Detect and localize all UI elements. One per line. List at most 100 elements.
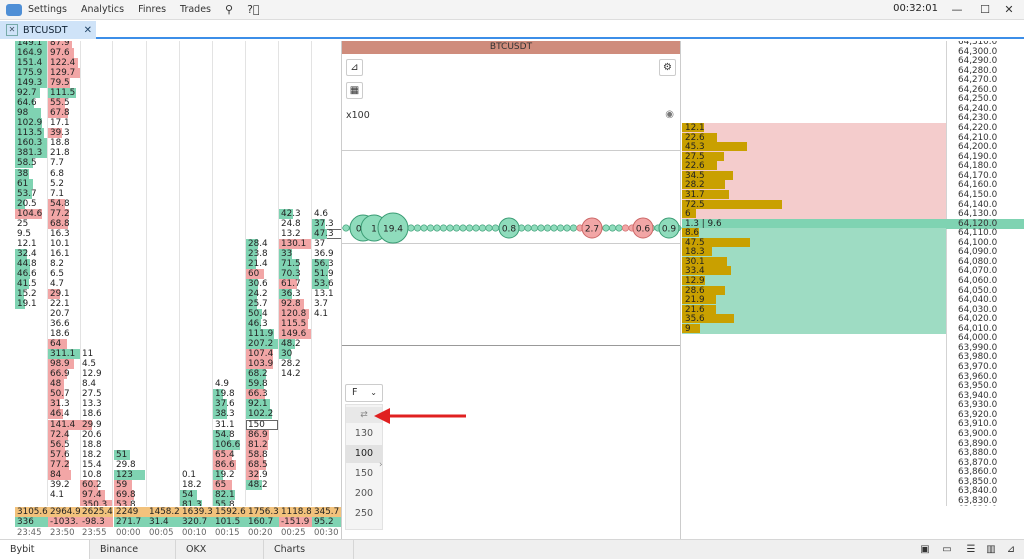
book-row[interactable]: 63,910.0 [682, 419, 1024, 429]
book-row[interactable]: 28.6 64,050.0 [682, 285, 1024, 296]
book-row[interactable]: 63,930.0 [682, 400, 1024, 410]
scale-select[interactable]: F ⌄ [345, 384, 383, 402]
book-row[interactable]: 64,260.0 [682, 85, 1024, 95]
pin-icon[interactable]: ⚲ [225, 3, 234, 16]
book-row[interactable]: 64,240.0 [682, 104, 1024, 114]
settings-gear-icon[interactable]: ⚙ [659, 59, 676, 76]
book-row[interactable]: 63,860.0 [682, 467, 1024, 477]
book-row[interactable]: 64,270.0 [682, 75, 1024, 85]
book-row[interactable]: 18.3 64,090.0 [682, 247, 1024, 258]
book-row[interactable]: 63,940.0 [682, 391, 1024, 401]
book-row[interactable]: 33.4 64,070.0 [682, 266, 1024, 277]
trade-dot [563, 224, 571, 232]
footprint-value: 20.5 [17, 198, 37, 209]
book-row[interactable]: 64,290.0 [682, 56, 1024, 66]
book-row[interactable]: 63,980.0 [682, 352, 1024, 362]
footprint-value: 68.2 [248, 369, 268, 380]
calculator-icon[interactable]: ▦ [346, 82, 363, 99]
book-row[interactable]: 8.6 64,110.0 [682, 228, 1024, 239]
book-row[interactable]: 9 64,010.0 [682, 323, 1024, 334]
scale-option[interactable]: 150 [354, 468, 374, 479]
book-row[interactable]: 31.7 64,150.0 [682, 189, 1024, 200]
footprint-cell: 68.8 [48, 218, 80, 229]
chart-tool-icon[interactable]: ⊿ [346, 59, 363, 76]
tab-btcusdt[interactable]: ✕ BTCUSDT ✕ [0, 21, 96, 39]
footprint-value: 20.6 [82, 429, 102, 440]
book-row[interactable]: 64,000.0 [682, 333, 1024, 343]
chevron-right-icon[interactable]: › [379, 460, 383, 470]
footprint-value: 7.7 [50, 158, 64, 169]
book-row[interactable]: 63,890.0 [682, 439, 1024, 449]
tab-close-icon[interactable]: ✕ [83, 24, 92, 36]
book-row[interactable]: 30.1 64,080.0 [682, 256, 1024, 267]
maximize-icon[interactable]: ☐ [980, 3, 990, 16]
eye-icon[interactable]: ◉ [665, 109, 674, 120]
book-row[interactable]: 63,920.0 [682, 410, 1024, 420]
chart-icon[interactable]: ⊿ [1006, 544, 1016, 555]
book-row[interactable]: 21.6 64,030.0 [682, 304, 1024, 315]
layout-icon[interactable]: ▥ [986, 544, 996, 555]
footprint-value: 7.1 [50, 188, 64, 199]
swap-icon[interactable]: ⇄ [346, 407, 382, 423]
footprint-value: 15.4 [82, 459, 102, 470]
book-row[interactable]: 28.2 64,160.0 [682, 180, 1024, 191]
menu-trades[interactable]: Trades [180, 4, 212, 15]
book-row[interactable]: 64,250.0 [682, 94, 1024, 104]
volume-bar [213, 469, 223, 480]
scale-option[interactable]: 200 [354, 488, 374, 499]
book-row[interactable]: 63,900.0 [682, 429, 1024, 439]
help-icon[interactable]: ?⃝ [247, 3, 260, 16]
menu-settings[interactable]: Settings [28, 4, 67, 15]
book-row[interactable]: 63,960.0 [682, 372, 1024, 382]
book-row[interactable]: 22.6 64,210.0 [682, 132, 1024, 143]
volume-bar [279, 258, 300, 269]
book-row[interactable]: 6 64,130.0 [682, 209, 1024, 220]
footprint-cell: 16.1 [48, 249, 80, 259]
book-row[interactable]: 63,820.0 [682, 505, 1024, 506]
book-row[interactable]: 22.6 64,180.0 [682, 161, 1024, 172]
book-row[interactable]: 63,830.0 [682, 496, 1024, 506]
footprint-value: 44.8 [17, 258, 37, 269]
footprint-value: 59.8 [248, 379, 268, 390]
screenshot-icon[interactable]: ▣ [920, 544, 930, 555]
book-row[interactable]: 63,840.0 [682, 486, 1024, 496]
tab-charts[interactable]: Charts [264, 540, 354, 559]
menu-analytics[interactable]: Analytics [80, 4, 125, 15]
book-row[interactable]: 63,990.0 [682, 343, 1024, 353]
book-row[interactable]: 63,970.0 [682, 362, 1024, 372]
volume-bar [246, 379, 264, 390]
menu-finres[interactable]: Finres [138, 4, 167, 15]
scale-option[interactable]: 250 [354, 508, 374, 519]
book-row[interactable]: 64,310.0 [682, 41, 1024, 47]
scale-option[interactable]: 100 [346, 445, 382, 463]
book-row[interactable]: 72.5 64,140.0 [682, 199, 1024, 210]
scale-option[interactable]: 130 [354, 428, 374, 439]
book-row[interactable]: 34.5 64,170.0 [682, 170, 1024, 181]
book-row[interactable]: 45.3 64,200.0 [682, 142, 1024, 153]
tab-okx[interactable]: OKX [176, 540, 264, 559]
book-row[interactable]: 47.5 64,100.0 [682, 237, 1024, 248]
tab-binance[interactable]: Binance [90, 540, 176, 559]
book-row[interactable]: 27.5 64,190.0 [682, 151, 1024, 162]
list-icon[interactable]: ☰ [966, 544, 976, 555]
book-row[interactable]: 1.3 | 9.6 64,120.0 [682, 218, 1024, 229]
book-row[interactable]: 63,880.0 [682, 448, 1024, 458]
book-row[interactable]: 64,300.0 [682, 47, 1024, 57]
footprint-value: 48.2 [248, 479, 268, 490]
tab-bybit[interactable]: Bybit [0, 540, 90, 559]
book-row[interactable]: 64,280.0 [682, 66, 1024, 76]
footprint-value: 141.4 [50, 419, 76, 430]
book-row[interactable]: 63,950.0 [682, 381, 1024, 391]
book-row[interactable]: 63,870.0 [682, 458, 1024, 468]
book-volume: 72.5 [685, 199, 705, 210]
book-row[interactable]: 63,850.0 [682, 477, 1024, 487]
footprint-cell: 60 [246, 268, 278, 279]
book-row[interactable]: 12.1 64,220.0 [682, 123, 1024, 134]
minimize-icon[interactable]: — [951, 3, 963, 16]
close-window-icon[interactable]: ✕ [1004, 3, 1014, 16]
book-row[interactable]: 12.9 64,060.0 [682, 276, 1024, 286]
book-row[interactable]: 35.6 64,020.0 [682, 314, 1024, 325]
book-row[interactable]: 21.9 64,040.0 [682, 295, 1024, 306]
book-row[interactable]: 64,230.0 [682, 113, 1024, 123]
window-icon[interactable]: ▭ [942, 544, 952, 555]
